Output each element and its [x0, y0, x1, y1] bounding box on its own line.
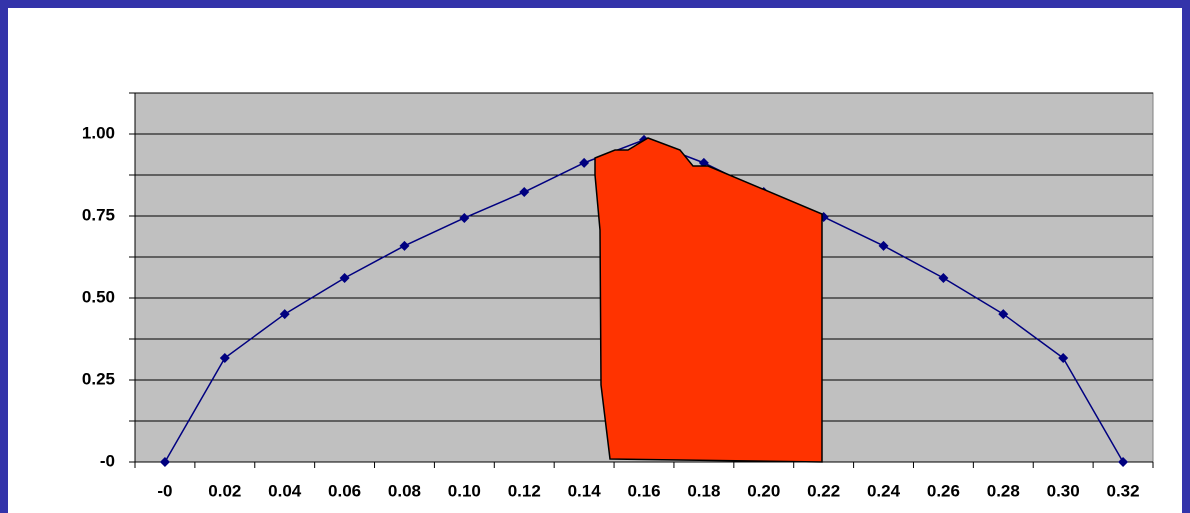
x-tick-label: 0.22 — [807, 481, 840, 500]
marker — [579, 157, 590, 168]
marker — [519, 187, 530, 198]
y-tick-label: 0.75 — [82, 205, 115, 224]
marker — [1118, 457, 1129, 467]
marker — [279, 309, 290, 320]
marker — [938, 272, 949, 283]
x-tick-label: 0.10 — [448, 481, 481, 500]
marker — [399, 240, 410, 251]
x-tick-label: 0.14 — [568, 481, 602, 500]
x-tick-label: 0.02 — [208, 481, 241, 500]
marker — [878, 240, 889, 251]
x-tick-label: 0.12 — [508, 481, 541, 500]
marker — [1058, 353, 1069, 364]
x-tick-label: 0.30 — [1047, 481, 1080, 500]
x-tick-label: 0.26 — [927, 481, 960, 500]
highlight-shape — [594, 137, 823, 463]
y-tick-label: 0.50 — [82, 287, 115, 306]
marker — [998, 309, 1009, 320]
marker — [159, 457, 170, 467]
y-tick-label: 1.00 — [82, 123, 115, 142]
x-tick-label: 0.20 — [747, 481, 780, 500]
x-tick-label: 0.16 — [627, 481, 660, 500]
y-tick-label: 0.25 — [82, 369, 115, 388]
x-tick-label: 0.04 — [268, 481, 302, 500]
marker — [339, 272, 350, 283]
y-tick-label: -0 — [100, 451, 115, 470]
x-tick-label: 0.08 — [388, 481, 421, 500]
marker — [219, 353, 230, 364]
x-tick-label: 0.06 — [328, 481, 361, 500]
x-tick-label: 0.28 — [987, 481, 1020, 500]
x-tick-label: -0 — [157, 481, 172, 500]
x-tick-label: 0.32 — [1107, 481, 1140, 500]
marker — [459, 212, 470, 223]
x-tick-label: 0.24 — [867, 481, 901, 500]
x-tick-label: 0.18 — [687, 481, 720, 500]
